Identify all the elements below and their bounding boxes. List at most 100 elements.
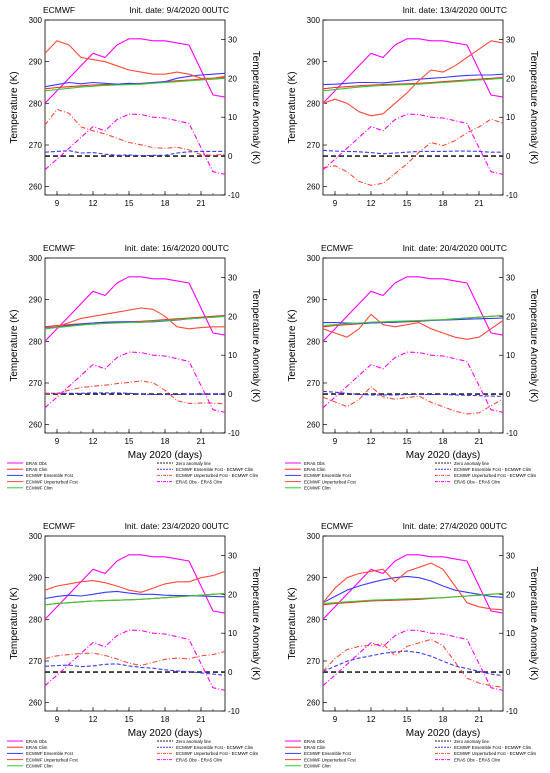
x-tick-label: 9	[333, 715, 338, 724]
legend-label: ERA5 Clim	[26, 467, 48, 472]
y-right-tick-label: -10	[506, 429, 518, 438]
plot-frame	[322, 19, 504, 196]
legend-label: ERA5 Clim	[304, 745, 326, 750]
y-left-axis-label: Temperature (K)	[287, 309, 298, 381]
panel-title-right: Init. date: 16/4/2020 00UTC	[125, 243, 229, 253]
series-line-era5-obs	[44, 276, 226, 342]
legend-label: ECMWF Clim	[26, 486, 53, 491]
y-left-tick-label: 300	[29, 16, 43, 25]
legend-label: ERA5 Obs	[26, 739, 48, 744]
x-tick-label: 12	[89, 715, 98, 724]
series-line-ecmwf-ensemble-fcst	[322, 73, 504, 86]
legend-label: ECMWF Unperturbed Fcst	[26, 757, 79, 762]
x-tick-label: 9	[55, 437, 60, 446]
series-line-era5-obs	[322, 38, 504, 104]
series-line-ecmwf-unperturbed-fcst	[322, 562, 504, 611]
legend-label: ECMWF Unperturbed Fcst - ECMWF Clim	[454, 751, 537, 756]
y-left-tick-label: 270	[307, 657, 321, 666]
series-line-era5-obs-era5-clim	[322, 113, 504, 175]
series-line-ecmwf-unperturbed-fcst-ecmwf-clim	[322, 638, 504, 688]
legend-label: ECMWF Ensemble Fcst	[304, 751, 352, 756]
y-left-tick-label: 300	[307, 254, 321, 263]
y-left-tick-label: 270	[29, 379, 43, 388]
legend-label: ECMWF Clim	[304, 764, 331, 769]
y-right-tick-label: -10	[506, 707, 518, 716]
series-line-era5-obs	[322, 554, 504, 620]
y-right-tick-label: -10	[228, 191, 240, 200]
x-tick-label: 18	[161, 715, 170, 724]
y-right-tick-label: 0	[228, 390, 233, 399]
x-axis-label: May 2020 (days)	[128, 450, 202, 461]
plot-frame	[322, 535, 504, 712]
legend-label: ERA5 Obs - ERA5 Clim	[454, 757, 500, 762]
panel-title-right: Init. date: 13/4/2020 00UTC	[403, 5, 507, 15]
y-right-tick-label: 20	[228, 312, 237, 321]
series-line-ecmwf-unperturbed-fcst-ecmwf-clim	[44, 108, 226, 156]
panel-title-right: Init. date: 20/4/2020 00UTC	[403, 243, 507, 253]
chart-panel-6: ECMWF Init. date: 27/4/2020 00UTC 9 12 15 18 2…	[285, 521, 539, 769]
y-left-tick-label: 260	[307, 699, 321, 708]
x-tick-label: 15	[125, 199, 134, 208]
panel-title-left: ECMWF	[43, 5, 75, 15]
legend-label: ECMWF Ensemble Fcst	[26, 473, 74, 478]
series-line-ecmwf-ensemble-fcst	[44, 72, 226, 88]
y-right-tick-label: -10	[228, 429, 240, 438]
series-line-era5-obs-era5-clim	[322, 351, 504, 413]
y-right-tick-label: 20	[506, 312, 515, 321]
legend-label: ERA5 Obs - ERA5 Clim	[454, 479, 500, 484]
series-line-ecmwf-clim	[44, 77, 226, 92]
legend-label: ERA5 Obs	[26, 461, 48, 466]
series-line-ecmwf-clim	[322, 314, 504, 327]
y-right-axis-label: Temperature Anomaly (K)	[250, 51, 261, 164]
series-line-ecmwf-unperturbed-fcst	[44, 40, 226, 79]
x-axis-label: May 2020 (days)	[128, 728, 202, 739]
y-left-axis-label: Temperature (K)	[9, 587, 20, 659]
x-tick-label: 21	[197, 199, 206, 208]
y-right-tick-label: 0	[506, 668, 511, 677]
y-left-tick-label: 280	[307, 337, 321, 346]
y-right-tick-label: 30	[506, 551, 515, 560]
y-left-tick-label: 280	[307, 615, 321, 624]
y-left-tick-label: 260	[307, 421, 321, 430]
y-left-tick-label: 290	[29, 574, 43, 583]
y-right-axis-label: Temperature Anomaly (K)	[528, 567, 539, 680]
x-tick-label: 15	[125, 437, 134, 446]
y-right-tick-label: 10	[506, 629, 515, 638]
series-line-ecmwf-clim	[44, 592, 226, 606]
x-tick-label: 18	[439, 199, 448, 208]
legend-label: ECMWF Unperturbed Fcst	[26, 479, 79, 484]
y-right-tick-label: 0	[506, 390, 511, 399]
y-left-tick-label: 260	[29, 421, 43, 430]
x-axis-label: May 2020 (days)	[406, 450, 480, 461]
legend-label: ECMWF Unperturbed Fcst	[304, 757, 357, 762]
legend-label: ERA5 Obs	[304, 739, 326, 744]
legend-label: ECMWF Ensemble Fcst	[304, 473, 352, 478]
legend-label: ECMWF Unperturbed Fcst	[304, 479, 357, 484]
legend-label: ECMWF Clim	[26, 764, 53, 769]
legend-label: Zero anomaly line	[454, 461, 489, 466]
series-line-ecmwf-unperturbed-fcst	[44, 307, 225, 330]
x-tick-label: 12	[89, 437, 98, 446]
x-tick-label: 15	[403, 437, 412, 446]
y-left-tick-label: 260	[29, 183, 43, 192]
legend-label: Zero anomaly line	[454, 739, 489, 744]
series-line-ecmwf-ensemble-fcst-ecmwf-clim	[44, 663, 226, 676]
legend-label: ECMWF Ensemble Fcst - ECMWF Clim	[454, 467, 532, 472]
y-left-tick-label: 300	[29, 532, 43, 541]
legend-label: ERA5 Clim	[26, 745, 48, 750]
y-left-tick-label: 270	[29, 141, 43, 150]
x-tick-label: 21	[475, 199, 484, 208]
y-right-tick-label: 30	[228, 35, 237, 44]
chart-panel-3: ECMWF Init. date: 16/4/2020 00UTC 9 12 15 18 2…	[7, 243, 261, 491]
legend-label: ERA5 Obs - ERA5 Clim	[176, 479, 222, 484]
plot-frame	[322, 257, 504, 434]
series-line-ecmwf-unperturbed-fcst	[322, 40, 504, 117]
series-line-ecmwf-unperturbed-fcst-ecmwf-clim	[322, 118, 504, 186]
series-line-ecmwf-ensemble-fcst-ecmwf-clim	[44, 150, 225, 157]
y-right-tick-label: 20	[228, 590, 237, 599]
